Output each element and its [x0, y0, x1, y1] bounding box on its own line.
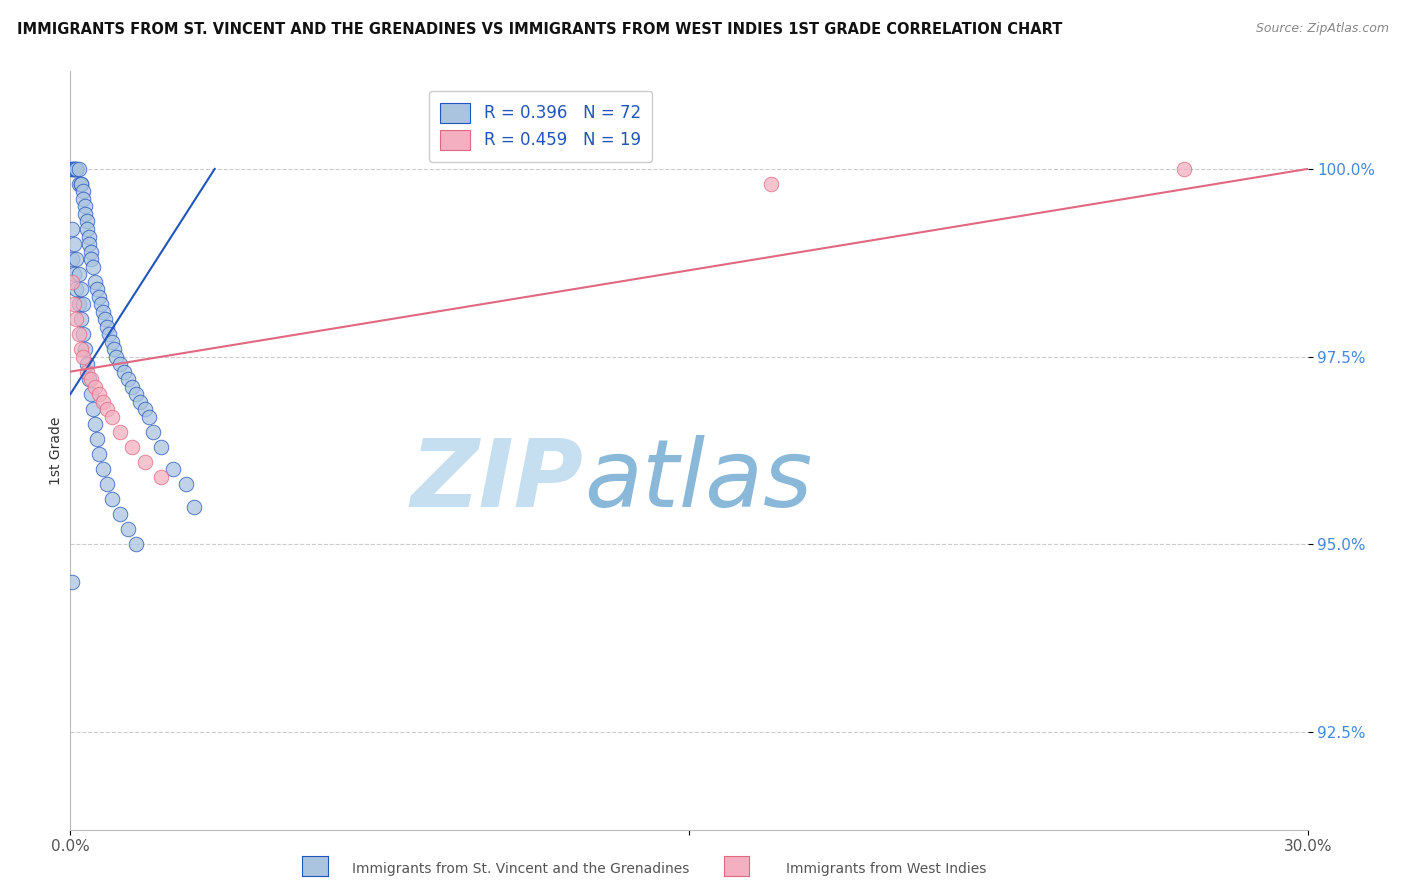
Point: [1173, 161, 1195, 176]
Point: [138, 409, 160, 424]
Point: [108, 357, 131, 371]
Point: [60, 161, 83, 176]
Point: [65, 252, 87, 266]
Point: [65, 161, 87, 176]
Point: [84, 379, 107, 393]
Point: [67, 327, 90, 342]
Point: [96, 402, 118, 417]
Point: [91, 304, 114, 318]
Point: [112, 365, 135, 379]
Point: [86, 282, 108, 296]
Point: [134, 455, 156, 469]
Point: [76, 357, 98, 371]
Point: [125, 537, 148, 551]
Point: [84, 417, 107, 432]
Point: [69, 282, 91, 296]
Point: [73, 342, 96, 356]
Point: [125, 387, 148, 401]
Point: [86, 432, 108, 446]
Text: IMMIGRANTS FROM ST. VINCENT AND THE GRENADINES VS IMMIGRANTS FROM WEST INDIES 1S: IMMIGRANTS FROM ST. VINCENT AND THE GREN…: [17, 22, 1063, 37]
Point: [80, 372, 103, 386]
Point: [60, 222, 83, 236]
Point: [67, 267, 90, 281]
Point: [96, 319, 118, 334]
Point: [67, 161, 90, 176]
Point: [183, 500, 205, 514]
Point: [76, 214, 98, 228]
Point: [117, 522, 139, 536]
Point: [90, 297, 112, 311]
Point: [72, 327, 94, 342]
Point: [77, 372, 100, 386]
Point: [100, 492, 122, 507]
Point: [69, 177, 91, 191]
Point: [142, 425, 165, 439]
Point: [63, 297, 86, 311]
Point: [98, 327, 121, 342]
Point: [63, 161, 86, 176]
Text: Immigrants from St. Vincent and the Grenadines: Immigrants from St. Vincent and the Gren…: [352, 862, 689, 876]
Point: [761, 177, 783, 191]
Point: [80, 244, 103, 259]
Point: [65, 282, 87, 296]
Point: [134, 402, 156, 417]
Point: [108, 425, 131, 439]
Point: [82, 260, 104, 274]
Point: [104, 350, 127, 364]
Point: [150, 469, 173, 483]
Point: [60, 574, 83, 589]
Point: [69, 342, 91, 356]
Point: [89, 447, 111, 461]
Point: [80, 387, 103, 401]
Point: [60, 252, 83, 266]
Point: [76, 222, 98, 236]
Point: [73, 207, 96, 221]
Point: [72, 350, 94, 364]
Point: [69, 177, 91, 191]
Point: [174, 477, 197, 491]
Point: [121, 379, 143, 393]
Text: Immigrants from West Indies: Immigrants from West Indies: [786, 862, 986, 876]
Point: [76, 365, 98, 379]
Point: [150, 440, 173, 454]
Point: [96, 477, 118, 491]
Text: atlas: atlas: [583, 435, 813, 526]
Point: [162, 462, 184, 476]
Point: [77, 237, 100, 252]
Point: [108, 508, 131, 522]
Y-axis label: 1st Grade: 1st Grade: [49, 417, 63, 484]
Point: [65, 312, 87, 326]
Point: [77, 229, 100, 244]
Point: [72, 185, 94, 199]
Point: [103, 342, 125, 356]
Point: [84, 275, 107, 289]
Point: [82, 402, 104, 417]
Point: [121, 440, 143, 454]
Point: [100, 409, 122, 424]
Point: [94, 312, 117, 326]
Text: Source: ZipAtlas.com: Source: ZipAtlas.com: [1256, 22, 1389, 36]
Point: [72, 297, 94, 311]
Point: [100, 334, 122, 349]
Point: [67, 177, 90, 191]
Point: [73, 199, 96, 213]
Point: [63, 237, 86, 252]
Point: [129, 394, 152, 409]
Point: [69, 312, 91, 326]
Point: [91, 394, 114, 409]
Point: [63, 267, 86, 281]
Point: [60, 161, 83, 176]
Point: [117, 372, 139, 386]
Point: [89, 289, 111, 303]
Point: [67, 297, 90, 311]
Point: [65, 161, 87, 176]
Point: [80, 252, 103, 266]
Point: [63, 161, 86, 176]
Point: [60, 275, 83, 289]
Text: ZIP: ZIP: [411, 434, 583, 527]
Point: [72, 192, 94, 206]
Point: [91, 462, 114, 476]
Point: [89, 387, 111, 401]
Legend: R = 0.396   N = 72, R = 0.459   N = 19: R = 0.396 N = 72, R = 0.459 N = 19: [429, 91, 652, 161]
